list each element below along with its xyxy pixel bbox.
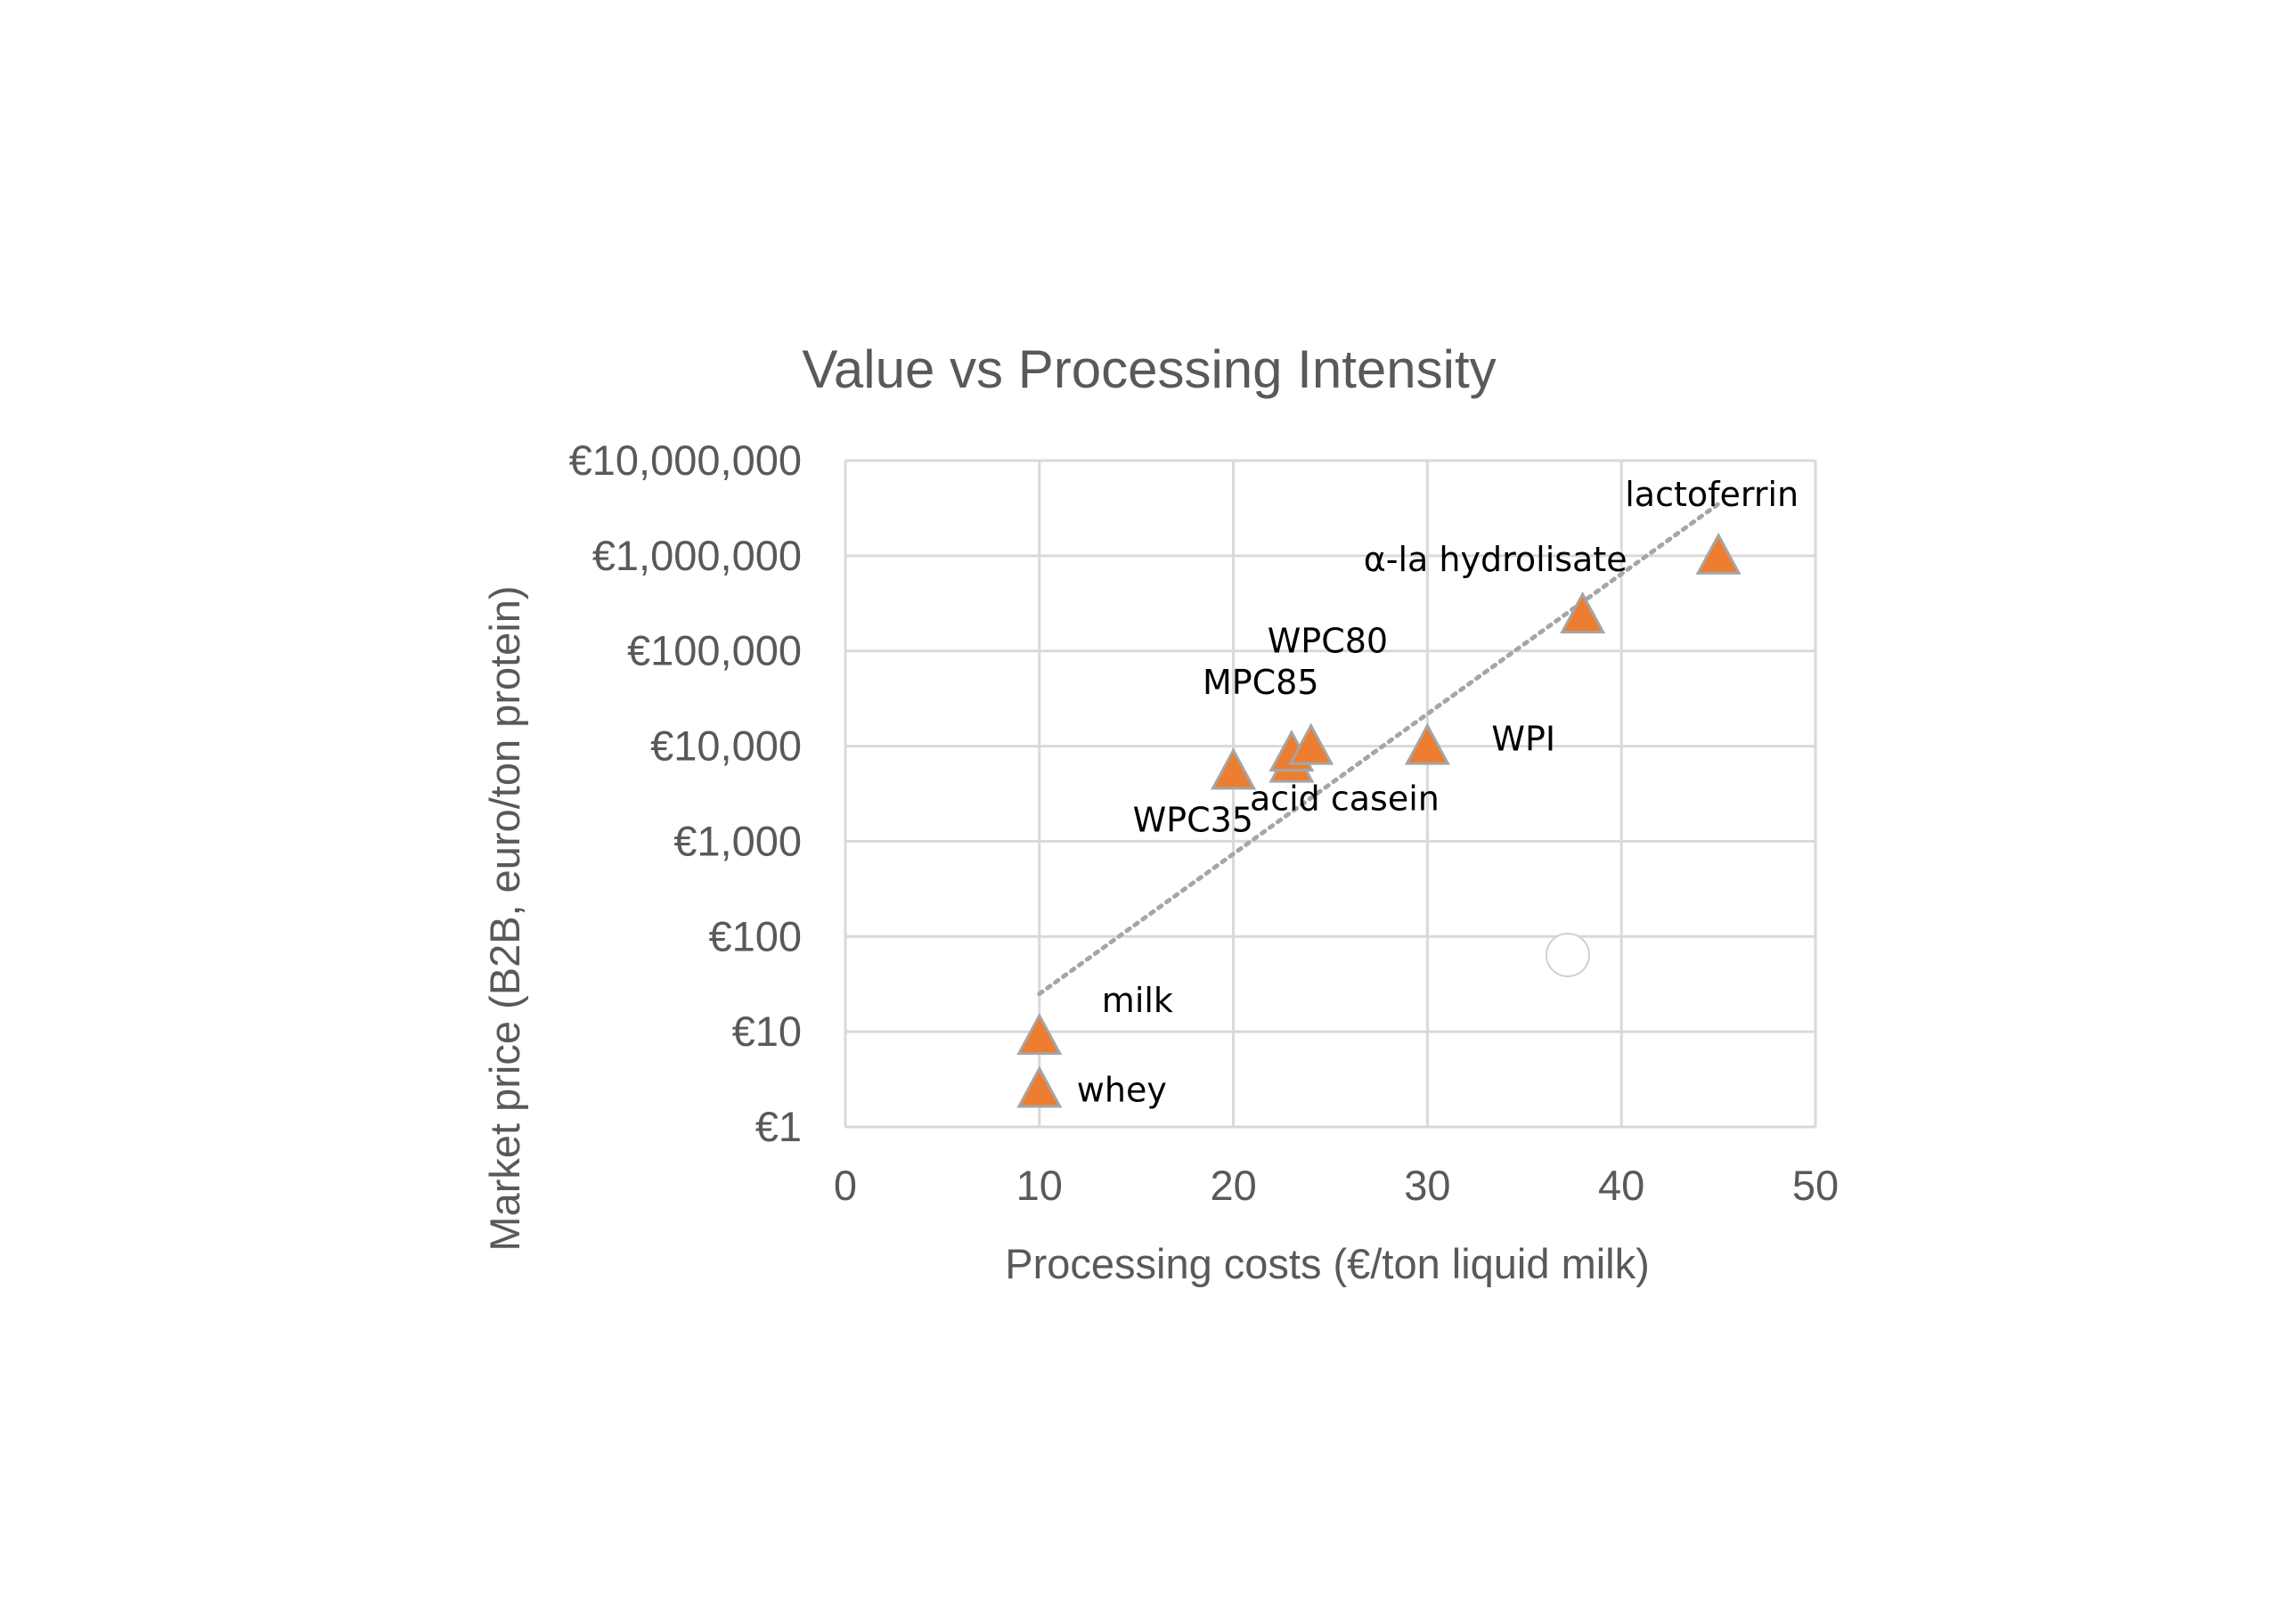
data-point-label: acid casein <box>1250 779 1440 819</box>
x-tick-label: 30 <box>1404 1162 1450 1209</box>
cursor-circle-icon <box>1546 933 1590 977</box>
x-axis-ticks: 0 10 20 30 40 50 <box>834 1162 1839 1209</box>
y-tick-label: €1,000,000 <box>592 532 802 579</box>
data-point-label: α-la hydrolisate <box>1364 540 1627 579</box>
data-point-marker <box>1016 1065 1063 1108</box>
gridlines <box>844 459 1817 1129</box>
data-point-label: WPI <box>1491 720 1555 759</box>
data-point-label: lactoferrin <box>1625 475 1799 514</box>
data-point-marker <box>1695 532 1742 575</box>
data-point-marker <box>1288 722 1334 765</box>
data-point-label: whey <box>1077 1070 1167 1109</box>
y-tick-label: €10,000,000 <box>569 437 802 484</box>
data-point-label: WPC35 <box>1133 800 1253 839</box>
y-axis-title: Market price (B2B, euro/ton protein) <box>481 585 528 1251</box>
y-tick-label: €100 <box>708 912 802 959</box>
y-tick-label: €100,000 <box>627 627 802 674</box>
data-point-label: WPC80 <box>1268 622 1388 661</box>
y-tick-label: €1,000 <box>673 817 802 864</box>
y-tick-label: €10 <box>732 1008 802 1055</box>
data-point-marker <box>1211 747 1257 790</box>
data-point-marker <box>1404 722 1450 765</box>
data-point-marker <box>1016 1012 1063 1056</box>
x-tick-label: 0 <box>834 1162 857 1209</box>
data-point-marker <box>1560 591 1606 634</box>
y-axis-ticks: €1 €10 €100 €1,000 €10,000 €100,000 €1,000,000… <box>569 437 802 1150</box>
x-tick-label: 20 <box>1210 1162 1256 1209</box>
data-point-label: MPC85 <box>1203 663 1319 702</box>
chart-title: Value vs Processing Intensity <box>802 339 1496 399</box>
x-tick-label: 10 <box>1016 1162 1063 1209</box>
data-point-label: milk <box>1102 981 1173 1020</box>
x-tick-label: 50 <box>1792 1162 1839 1209</box>
data-points <box>1016 532 1742 1108</box>
y-tick-label: €1 <box>755 1103 802 1150</box>
trendline <box>1037 502 1721 997</box>
x-axis-title: Processing costs (€/ton liquid milk) <box>1005 1240 1650 1287</box>
y-tick-label: €10,000 <box>650 722 802 770</box>
x-tick-label: 40 <box>1598 1162 1644 1209</box>
